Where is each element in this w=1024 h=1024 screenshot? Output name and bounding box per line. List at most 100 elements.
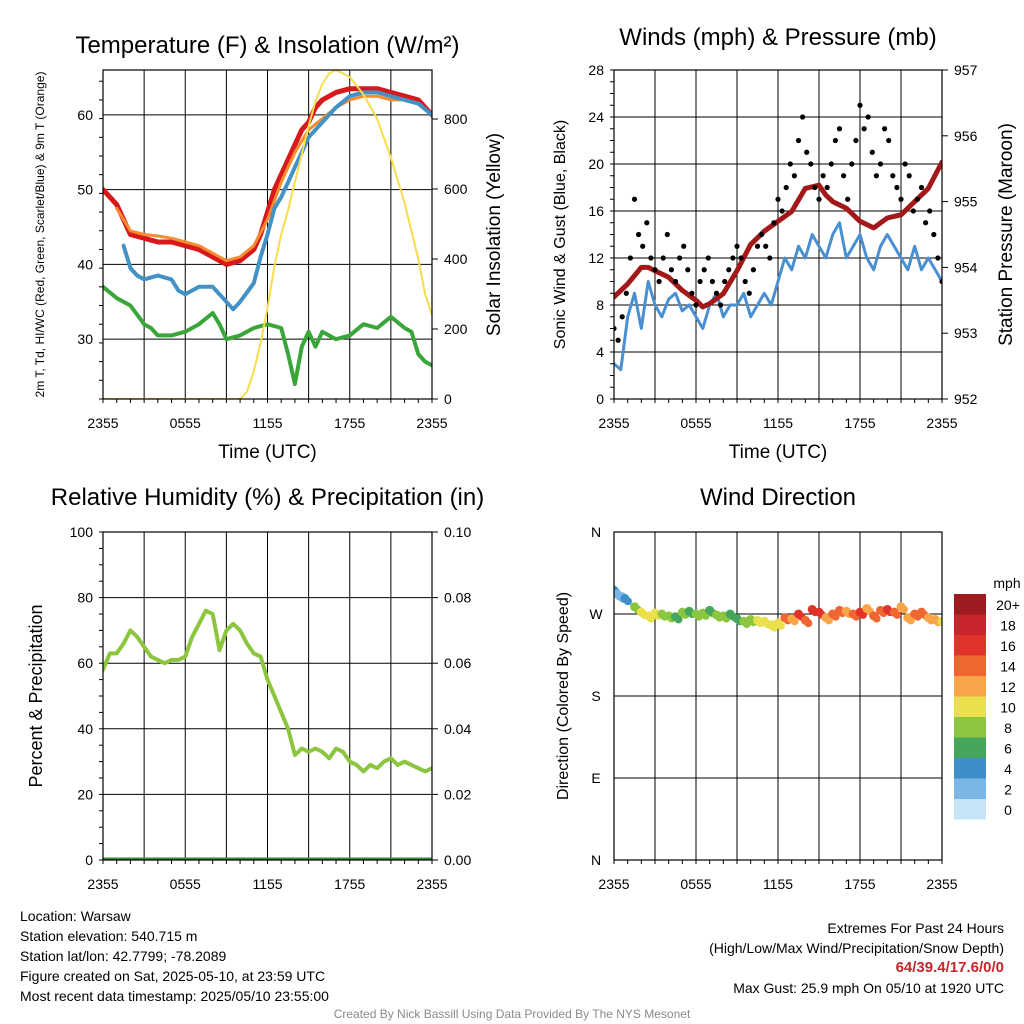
legend-label: 4 [1004,761,1012,777]
x-tick-label: 1755 [334,876,365,892]
gust-point [853,137,859,144]
legend-swatch [954,778,986,799]
gust-point [902,161,908,167]
gust-point [877,161,884,167]
y2-tick-label: 800 [444,111,468,127]
gust-point [832,137,839,144]
direction-point [674,615,683,624]
gust-point [783,184,789,191]
y-tick-label: 0 [85,852,93,868]
y2-tick-label: 957 [954,62,978,78]
gust-point [890,173,896,179]
legend-title: mph [993,575,1020,591]
y2-tick-label: 200 [444,321,468,337]
gust-point [861,126,867,132]
y2-tick-label: 955 [954,194,978,210]
x-tick-label: 2355 [598,876,629,892]
series-relative-humidity [103,608,432,774]
x-tick-label: 1155 [252,415,282,431]
y2-tick-label: 0.02 [444,786,471,802]
y2-tick-label: 400 [444,251,468,267]
gust-point [927,208,933,214]
gust-point [939,278,942,285]
station-latlon: Station lat/lon: 42.7799; -78.2089 [20,948,227,964]
y2-tick-label: 600 [444,181,468,197]
direction-point [831,612,840,621]
direction-point [893,610,902,619]
panel-wdir: Wind Direction 2355 0555 1155 1755 2355 N E S W Nm… [555,484,1021,892]
figure-created: Figure created on Sat, 2025-05-10, at 23… [20,968,326,984]
plot-area-wdir [614,585,942,632]
series-heat-index-wind-chill [121,90,432,312]
gust-point [701,267,707,273]
gust-point [640,243,646,249]
y-grid-rh [99,531,438,864]
gust-point [631,196,638,202]
y-tick-label: 20 [588,156,604,172]
gust-point [754,243,761,249]
gust-point [705,255,711,261]
gust-point [648,255,654,261]
x-tick-label: 1155 [763,876,793,892]
y-axis-label: Sonic Wind & Gust (Blue, Black) [552,120,569,349]
gust-point [738,255,744,261]
legend-swatch [954,594,986,615]
legend-swatch [954,676,986,697]
x-tick-label: 1755 [844,876,875,892]
y-tick-label: 20 [77,786,93,802]
y2-tick-label: 0.04 [444,721,471,737]
y2-tick-label: 952 [954,391,978,407]
y-tick-label: 80 [77,590,93,606]
legend-swatch [954,696,986,717]
max-gust: Max Gust: 25.9 mph On 05/10 at 1920 UTC [733,980,1004,996]
direction-point [804,619,813,628]
gust-point [623,290,629,296]
y-tick-label: S [591,688,600,704]
plot-area-rh [103,608,432,860]
gust-point [718,302,724,308]
y-axis-label: Percent & Precipitation [26,604,46,787]
gust-point [828,161,834,167]
extremes-panel: Extremes For Past 24 Hours (High/Low/Max… [709,918,1004,998]
series-gust [614,102,942,343]
y-tick-label: W [589,606,603,622]
gust-point [734,243,740,249]
y-axis-label: 2m T, Td, HI/WC (Red, Green, Scarlet/Blu… [33,72,47,398]
y2-tick-label: 0.00 [444,852,471,868]
direction-point [824,616,833,625]
legend-swatch [954,655,986,676]
chart-title-temp: Temperature (F) & Insolation (W/m²) [75,32,459,59]
y2-axis-label: Station Pressure (Maroon) [996,123,1017,346]
x-tick-label: 0555 [170,876,201,892]
y2-tick-label: 0.10 [444,524,471,540]
gust-point [668,267,675,273]
direction-point [906,616,915,625]
gust-point [644,220,650,226]
credit-line: Created By Nick Bassill Using Data Provi… [333,1007,691,1021]
chart-title-winds: Winds (mph) & Pressure (mb) [619,24,936,51]
panel-temp: Temperature (F) & Insolation (W/m²) 2355 0… [33,32,505,463]
chart-title-wdir: Wind Direction [700,484,856,511]
x-tick-label: 2355 [87,876,118,892]
legend-label: 6 [1004,741,1012,757]
gust-point [775,196,781,202]
gust-point [615,337,621,343]
gust-point [697,278,703,285]
x-tick-label: 0555 [170,415,201,431]
extremes-subtitle: (High/Low/Max Wind/Precipitation/Snow De… [709,940,1004,956]
y-tick-label: 8 [596,297,604,313]
recent-timestamp: Most recent data timestamp: 2025/05/10 2… [20,988,329,1004]
gust-point [918,184,925,191]
series-station-pressure [614,159,942,310]
y-tick-label: 40 [77,256,93,272]
y2-tick-label: 0.06 [444,655,471,671]
gust-point [742,278,748,285]
x-tick-label: 2355 [926,415,957,431]
gust-point [886,137,892,144]
gust-point [685,267,691,273]
gust-point [636,231,642,238]
gust-point [693,302,699,308]
wind-direction-points [614,585,942,632]
y-axis-label: Direction (Colored By Speed) [555,592,572,800]
gust-point [824,184,830,191]
